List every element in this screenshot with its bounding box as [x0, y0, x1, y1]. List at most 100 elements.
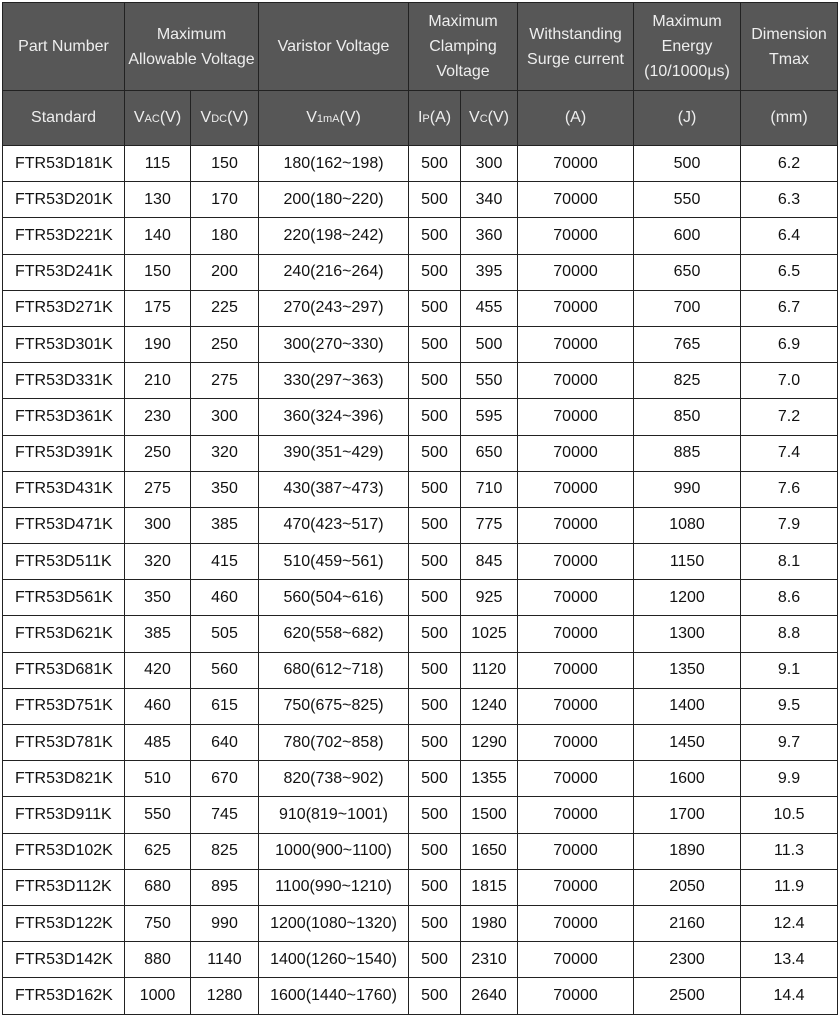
table-cell: 485	[124, 723, 191, 762]
table-cell: 200(180~220)	[258, 181, 409, 219]
table-cell: 70000	[517, 434, 635, 472]
table-cell: 670	[190, 760, 259, 798]
table-cell: 6.2	[740, 144, 839, 183]
table-cell: 300	[124, 506, 191, 545]
table-cell: 500	[408, 253, 461, 291]
table-cell: 1890	[633, 832, 742, 870]
table-cell: 750	[124, 904, 191, 943]
part-number-cell: FTR53D102K	[2, 832, 125, 870]
unit-header-sub: 1mA	[316, 112, 340, 125]
table-cell: 500	[408, 977, 461, 1015]
column-header: Maximum Allowable Voltage	[124, 2, 259, 91]
unit-header-main: V	[200, 108, 212, 126]
part-number-cell: FTR53D821K	[2, 760, 125, 798]
table-cell: 550	[124, 796, 191, 834]
table-cell: 1600(1440~1760)	[258, 977, 409, 1015]
table-cell: 825	[633, 362, 742, 400]
table-cell: 70000	[517, 579, 635, 617]
table-cell: 340	[459, 181, 519, 219]
column-header: Dimension Tmax	[740, 2, 839, 91]
unit-header-sub: DC	[211, 112, 228, 125]
table-cell: 500	[459, 325, 519, 364]
table-cell: 510	[124, 760, 191, 798]
table-cell: 415	[190, 543, 259, 581]
part-number-cell: FTR53D142K	[2, 941, 125, 979]
table-cell: 2310	[459, 941, 519, 979]
table-cell: 1290	[459, 723, 519, 762]
table-cell: 1350	[633, 651, 742, 689]
part-number-cell: FTR53D621K	[2, 615, 125, 653]
unit-header: (A)	[517, 90, 635, 146]
table-cell: 1600	[633, 760, 742, 798]
table-cell: 750(675~825)	[258, 687, 409, 726]
table-cell: 650	[633, 253, 742, 291]
table-cell: 9.7	[740, 723, 839, 762]
part-number-cell: FTR53D911K	[2, 796, 125, 834]
part-number-cell: FTR53D221K	[2, 217, 125, 255]
table-cell: 460	[190, 579, 259, 617]
table-cell: 390(351~429)	[258, 434, 409, 472]
table-cell: 420	[124, 651, 191, 689]
table-cell: 7.9	[740, 506, 839, 545]
table-cell: 360(324~396)	[258, 398, 409, 436]
table-cell: 775	[459, 506, 519, 545]
table-row: FTR53D431K 275 350 430(387~473) 500 710 70000 9…	[2, 470, 839, 508]
part-number-cell: FTR53D781K	[2, 723, 125, 762]
table-cell: 70000	[517, 615, 635, 653]
table-cell: 250	[190, 325, 259, 364]
table-cell: 70000	[517, 181, 635, 219]
table-cell: 850	[633, 398, 742, 436]
part-number-cell: FTR53D471K	[2, 506, 125, 545]
table-cell: 500	[408, 543, 461, 581]
table-cell: 8.8	[740, 615, 839, 653]
table-body: FTR53D181K 115 150 180(162~198) 500 300 70000 5…	[2, 144, 839, 1015]
table-cell: 650	[459, 434, 519, 472]
table-cell: 550	[459, 362, 519, 400]
part-number-cell: FTR53D361K	[2, 398, 125, 436]
table-row: FTR53D271K 175 225 270(243~297) 500 455 70000 7…	[2, 289, 839, 327]
table-cell: 6.7	[740, 289, 839, 327]
part-number-cell: FTR53D751K	[2, 687, 125, 726]
table-cell: 1120	[459, 651, 519, 689]
table-cell: 825	[190, 832, 259, 870]
table-cell: 275	[124, 470, 191, 508]
table-cell: 1100(990~1210)	[258, 868, 409, 906]
table-cell: 14.4	[740, 977, 839, 1015]
table-cell: 300(270~330)	[258, 325, 409, 364]
part-number-cell: FTR53D112K	[2, 868, 125, 906]
table-cell: 1700	[633, 796, 742, 834]
table-cell: 500	[408, 325, 461, 364]
table-row: FTR53D221K 140 180 220(198~242) 500 360 70000 6…	[2, 217, 839, 255]
table-cell: 2500	[633, 977, 742, 1015]
table-cell: 320	[124, 543, 191, 581]
column-header: Varistor Voltage	[258, 2, 409, 91]
table-row: FTR53D162K 1000 1280 1600(1440~1760) 500 2640…	[2, 977, 839, 1015]
table-cell: 70000	[517, 651, 635, 689]
table-cell: 500	[408, 615, 461, 653]
table-cell: 70000	[517, 904, 635, 943]
unit-header-unit: (A)	[429, 108, 452, 126]
table-cell: 595	[459, 398, 519, 436]
table-cell: 615	[190, 687, 259, 726]
table-row: FTR53D751K 460 615 750(675~825) 500 1240 70000…	[2, 687, 839, 726]
table-cell: 455	[459, 289, 519, 327]
part-number-cell: FTR53D301K	[2, 325, 125, 364]
unit-header: VDC(V)	[190, 90, 259, 146]
table-row: FTR53D511K 320 415 510(459~561) 500 845 70000 1…	[2, 543, 839, 581]
unit-header-main: V	[306, 108, 317, 126]
table-cell: 300	[190, 398, 259, 436]
table-cell: 70000	[517, 470, 635, 508]
unit-header-unit: (V)	[159, 108, 182, 126]
table-cell: 2640	[459, 977, 519, 1015]
table-cell: 175	[124, 289, 191, 327]
table-row: FTR53D561K 350 460 560(504~616) 500 925 70000 1…	[2, 579, 839, 617]
part-number-cell: FTR53D201K	[2, 181, 125, 219]
table-cell: 910(819~1001)	[258, 796, 409, 834]
unit-header-main: Standard	[31, 108, 96, 126]
table-cell: 460	[124, 687, 191, 726]
table-cell: 70000	[517, 217, 635, 255]
table-cell: 230	[124, 398, 191, 436]
table-row: FTR53D781K 485 640 780(702~858) 500 1290 70000…	[2, 723, 839, 762]
table-cell: 70000	[517, 941, 635, 979]
